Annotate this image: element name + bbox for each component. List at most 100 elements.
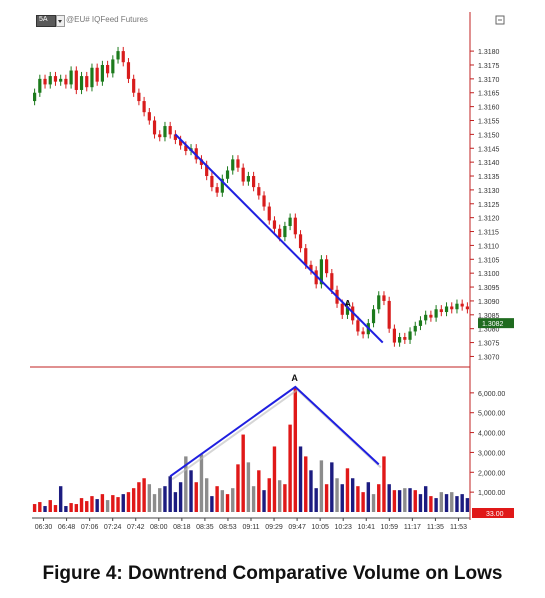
current-price-marker (478, 318, 514, 329)
price-tick-label: 1.3180 (478, 49, 500, 56)
volume-bar (241, 434, 245, 512)
volume-bar (251, 486, 256, 512)
time-tick-label: 07:42 (127, 524, 145, 531)
candle-body (199, 159, 204, 165)
candle-body (252, 176, 256, 188)
candle-body (288, 217, 292, 226)
candle-body (179, 139, 183, 146)
candle-body (126, 62, 131, 79)
volume-bar (95, 499, 99, 512)
volume-bar (340, 484, 344, 512)
volume-trendline-shadow (171, 388, 382, 481)
volume-bar (392, 490, 397, 512)
candle-body (116, 51, 120, 60)
candle-body (413, 325, 417, 332)
volume-bar (64, 506, 68, 512)
volume-annotation-a: A (291, 373, 298, 383)
time-tick-label: 10:41 (357, 524, 375, 531)
volume-bar (152, 494, 157, 512)
time-tick-label: 11:35 (427, 524, 444, 531)
candle-body (392, 328, 396, 343)
volume-bar (48, 500, 52, 512)
volume-tick-label: 6,000.00 (478, 391, 505, 398)
candle-body (231, 159, 235, 171)
volume-bar (199, 454, 204, 512)
volume-bar (231, 488, 235, 512)
volume-bar (173, 492, 178, 512)
volume-bar (85, 501, 89, 512)
time-tick-label: 06:30 (35, 524, 53, 531)
price-tick-label: 1.3070 (478, 354, 500, 361)
volume-bar (267, 478, 271, 512)
volume-bar (43, 506, 47, 512)
interval-label: 5A (39, 16, 48, 23)
volume-bar (204, 478, 209, 512)
interval-button[interactable]: 5A (36, 15, 56, 27)
volume-bar (413, 490, 417, 512)
volume-bar (356, 486, 360, 512)
time-tick-label: 10:59 (381, 524, 399, 531)
time-tick-label: 10:05 (311, 524, 329, 531)
volume-bar (142, 478, 146, 512)
candle-body (444, 306, 449, 313)
candle-body (257, 187, 261, 196)
price-tick-label: 1.3105 (478, 257, 500, 264)
candle-body (152, 120, 157, 135)
candle-body (361, 331, 365, 335)
candle-body (194, 148, 198, 160)
candle-body (79, 76, 84, 90)
candle-body (439, 309, 443, 313)
candle-body (147, 112, 151, 121)
candle-body (267, 206, 271, 221)
volume-bar (69, 503, 73, 512)
volume-bar (257, 470, 261, 512)
candle-body (293, 217, 297, 235)
volume-tick-label: 5,000.00 (478, 411, 505, 418)
candle-body (132, 78, 136, 93)
candle-body (53, 76, 58, 82)
volume-bar (397, 490, 402, 512)
candle-body (85, 76, 89, 88)
candle-body (173, 134, 177, 140)
candle-body (33, 92, 37, 102)
volume-bar (444, 494, 449, 512)
volume-tick-label: 4,000.00 (478, 431, 505, 438)
candle-body (205, 164, 209, 177)
time-tick-label: 08:53 (219, 524, 237, 531)
interval-dropdown-icon[interactable] (56, 15, 65, 27)
volume-bar (147, 484, 152, 512)
volume-bar (330, 462, 334, 512)
candle-body (314, 270, 318, 285)
candle-body (236, 159, 240, 168)
candle-body (371, 309, 376, 324)
candle-body (246, 176, 250, 182)
volume-bar (465, 498, 470, 512)
price-tick-label: 1.3115 (478, 230, 499, 237)
figure-caption: Figure 4: Downtrend Comparative Volume o… (42, 563, 503, 584)
volume-bar (38, 502, 42, 512)
volume-bar (387, 484, 391, 512)
candle-body (424, 314, 428, 321)
candle-body (455, 303, 459, 310)
candle-body (215, 187, 219, 193)
volume-bar (220, 490, 225, 512)
volume-bar (236, 464, 240, 512)
volume-tick-label: 3,000.00 (478, 450, 505, 457)
volume-bar (283, 484, 287, 512)
volume-bar (158, 488, 162, 512)
price-tick-label: 1.3130 (478, 188, 500, 195)
candle-body (429, 314, 433, 318)
volume-bar (116, 497, 120, 512)
candle-body (262, 195, 266, 207)
candle-body (59, 78, 63, 82)
candle-body (450, 306, 454, 310)
volume-bar (210, 496, 214, 512)
price-tick-label: 1.3150 (478, 132, 500, 139)
current-price-label: 1.3082 (482, 321, 504, 328)
price-tick-label: 1.3160 (478, 105, 500, 112)
price-trendline (174, 133, 384, 344)
price-tick-label: 1.3145 (478, 146, 500, 153)
volume-bar (335, 478, 339, 512)
price-tick-label: 1.3080 (478, 327, 500, 334)
volume-bar (90, 496, 94, 512)
